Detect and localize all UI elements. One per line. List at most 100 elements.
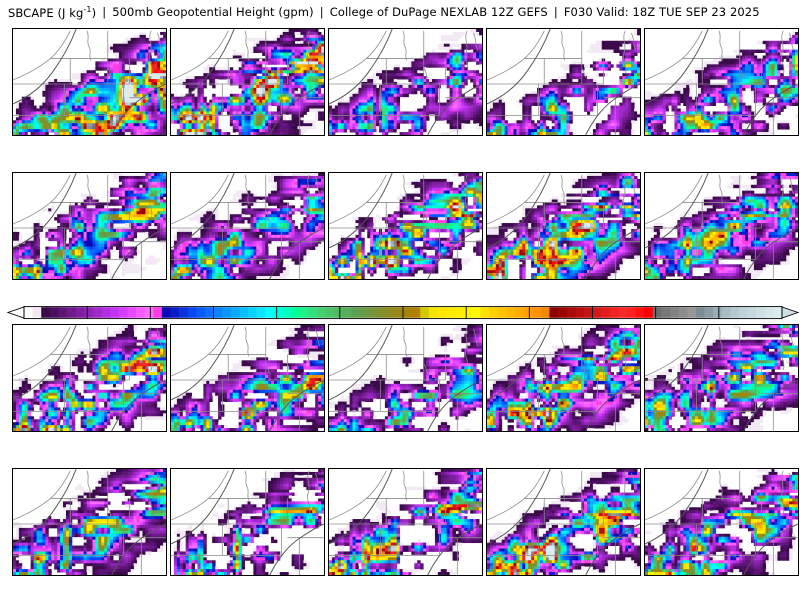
map-panel-member-20[interactable] — [644, 468, 799, 576]
map-panel-member-19[interactable] — [486, 468, 641, 576]
map-panel-member-17[interactable] — [170, 468, 325, 576]
geopotential-height-contours — [329, 469, 482, 575]
map-panel-member-10[interactable] — [644, 172, 799, 280]
map-panel-member-5[interactable] — [644, 28, 799, 136]
ensemble-panel[interactable] — [486, 324, 641, 432]
geopotential-height-contours — [329, 173, 482, 279]
ensemble-panel[interactable] — [644, 172, 799, 280]
map-panel-member-2[interactable] — [170, 28, 325, 136]
ensemble-panel[interactable] — [12, 468, 167, 576]
state-boundaries — [645, 30, 798, 135]
map-panel-member-6[interactable] — [12, 172, 167, 280]
state-boundaries — [645, 326, 798, 431]
geopotential-height-contours — [171, 469, 324, 575]
state-boundaries — [13, 470, 166, 575]
map-panel-member-12[interactable] — [170, 324, 325, 432]
ensemble-panel[interactable] — [328, 324, 483, 432]
map-panel-member-14[interactable] — [486, 324, 641, 432]
header-separator: | — [96, 5, 112, 19]
state-boundaries — [329, 30, 482, 135]
cape-shading — [487, 325, 640, 431]
colorbar-tick-labels — [0, 292, 800, 305]
cape-shading — [329, 325, 482, 431]
header-separator: | — [548, 5, 564, 19]
state-boundaries — [487, 326, 640, 431]
state-boundaries — [329, 174, 482, 279]
cape-shading — [173, 469, 324, 575]
state-boundaries — [487, 174, 640, 279]
cape-shading — [171, 325, 324, 431]
state-boundaries — [13, 174, 166, 279]
geopotential-height-contours — [329, 29, 482, 135]
map-panel-member-4[interactable] — [486, 28, 641, 136]
state-boundaries — [171, 326, 324, 431]
geopotential-height-contours — [645, 173, 798, 279]
geopotential-height-contours — [487, 325, 640, 431]
cape-shading — [171, 29, 324, 135]
ensemble-panel[interactable] — [644, 28, 799, 136]
map-panel-member-18[interactable] — [328, 468, 483, 576]
ensemble-panel[interactable] — [328, 468, 483, 576]
geopotential-height-contours — [13, 469, 166, 575]
map-panel-member-7[interactable] — [170, 172, 325, 280]
ensemble-panel[interactable] — [328, 28, 483, 136]
state-boundaries — [329, 470, 482, 575]
cape-shading — [645, 173, 798, 279]
geopotential-height-contours — [645, 29, 798, 135]
geopotential-height-contours — [171, 325, 324, 431]
state-boundaries — [329, 326, 482, 431]
state-boundaries — [487, 30, 640, 135]
colorbar-gradient — [0, 306, 800, 321]
map-panel-member-13[interactable] — [328, 324, 483, 432]
state-boundaries — [171, 30, 324, 135]
ensemble-panel[interactable] — [12, 172, 167, 280]
ensemble-panel[interactable] — [170, 468, 325, 576]
geopotential-height-contours — [13, 325, 166, 431]
ensemble-panel[interactable] — [328, 172, 483, 280]
ensemble-panel[interactable] — [486, 28, 641, 136]
geopotential-height-contours — [487, 173, 640, 279]
header-valid-time: F030 Valid: 18Z TUE SEP 23 2025 — [564, 5, 760, 19]
ensemble-panel[interactable] — [644, 324, 799, 432]
cape-shading — [645, 469, 798, 575]
geopotential-height-contours — [329, 325, 482, 431]
state-boundaries — [13, 326, 166, 431]
cape-shading — [645, 325, 798, 431]
map-panel-member-15[interactable] — [644, 324, 799, 432]
geopotential-height-contours — [13, 29, 166, 135]
state-boundaries — [645, 470, 798, 575]
state-boundaries — [487, 470, 640, 575]
header-overlay: 500mb Geopotential Height (gpm) — [112, 5, 314, 19]
ensemble-panel[interactable] — [170, 28, 325, 136]
map-panel-member-9[interactable] — [486, 172, 641, 280]
ensemble-panel[interactable] — [644, 468, 799, 576]
cape-shading — [329, 173, 482, 279]
map-panel-member-16[interactable] — [12, 468, 167, 576]
map-panel-member-1[interactable] — [12, 28, 167, 136]
ensemble-panel[interactable] — [170, 172, 325, 280]
map-panel-member-8[interactable] — [328, 172, 483, 280]
ensemble-panel[interactable] — [12, 324, 167, 432]
map-panel-member-3[interactable] — [328, 28, 483, 136]
geopotential-height-contours — [13, 173, 166, 279]
header-separator: | — [314, 5, 330, 19]
header-variable: SBCAPE (J kg-1) — [8, 5, 96, 20]
page-title: SBCAPE (J kg-1) | 500mb Geopotential Hei… — [0, 0, 800, 24]
cape-shading — [13, 469, 166, 575]
ensemble-panel[interactable] — [486, 468, 641, 576]
ensemble-panel[interactable] — [170, 324, 325, 432]
geopotential-height-contours — [171, 173, 324, 279]
cape-shading — [171, 173, 324, 279]
state-boundaries — [645, 174, 798, 279]
geopotential-height-contours — [487, 469, 640, 575]
ensemble-panel[interactable] — [12, 28, 167, 136]
cape-shading — [487, 469, 640, 575]
geopotential-height-contours — [645, 469, 798, 575]
map-panel-member-11[interactable] — [12, 324, 167, 432]
state-boundaries — [171, 470, 324, 575]
cape-shading — [329, 469, 482, 575]
cape-shading — [487, 29, 640, 135]
ensemble-panel[interactable] — [486, 172, 641, 280]
geopotential-height-contours — [487, 29, 640, 135]
